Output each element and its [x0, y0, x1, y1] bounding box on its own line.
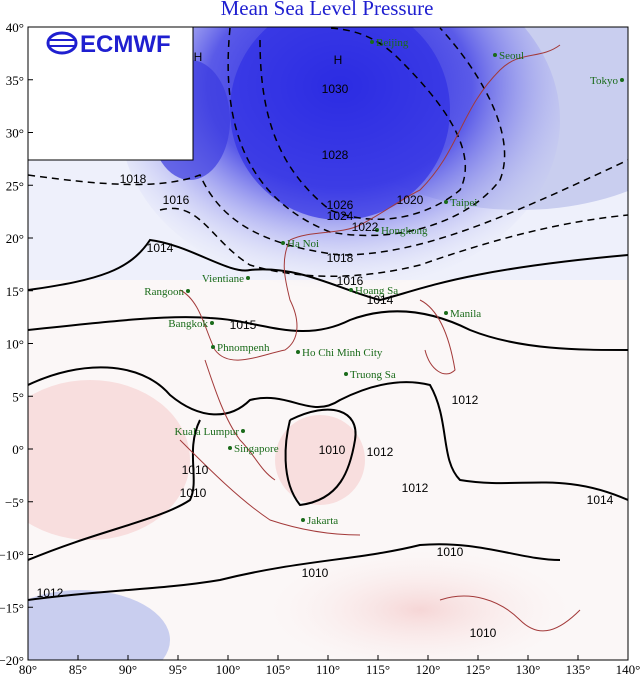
- city-dot: [444, 311, 448, 315]
- x-tick-label: 130°: [516, 662, 541, 677]
- y-tick-label: 40°: [6, 20, 24, 35]
- contour-label: 1018: [120, 172, 147, 186]
- city-dot: [444, 200, 448, 204]
- city-label: Hongkong: [381, 225, 428, 237]
- city-label: Truong Sa: [350, 369, 396, 381]
- contour-label: H: [334, 53, 343, 67]
- y-tick-label: 0°: [12, 442, 24, 457]
- city-label: Hoang Sa: [355, 285, 398, 297]
- contour-label: 1012: [452, 393, 479, 407]
- y-tick-label: −5°: [5, 495, 24, 510]
- x-tick-label: 95°: [169, 662, 187, 677]
- contour-label: 1010: [437, 545, 464, 559]
- contour-label: 1010: [180, 486, 207, 500]
- x-tick-label: 140°: [616, 662, 640, 677]
- y-tick-label: 5°: [12, 389, 24, 404]
- logo-text: ECMWF: [80, 31, 171, 58]
- city-dot: [246, 276, 250, 280]
- city-label: Kuala Lumpur: [175, 426, 240, 438]
- y-tick-label: 25°: [6, 178, 24, 193]
- city-dot: [296, 350, 300, 354]
- city-dot: [211, 345, 215, 349]
- x-tick-label: 100°: [216, 662, 241, 677]
- contour-label: 1014: [587, 493, 614, 507]
- x-tick-label: 120°: [416, 662, 441, 677]
- contour-label: 1010: [470, 626, 497, 640]
- contour-label: 1024: [327, 209, 354, 223]
- city-label: Beijing: [376, 37, 409, 49]
- contour-label: 1030: [322, 82, 349, 96]
- x-tick-label: 80°: [19, 662, 37, 677]
- contour-label: 1012: [37, 586, 64, 600]
- logo-box: [27, 26, 194, 161]
- y-tick-label: 20°: [6, 231, 24, 246]
- contour-label: 1012: [367, 445, 394, 459]
- contour-label: 1020: [397, 193, 424, 207]
- logo: ECMWF: [46, 31, 171, 58]
- city-label: Ho Chi Minh City: [302, 347, 383, 359]
- contour-label: 1018: [327, 251, 354, 265]
- x-tick-label: 115°: [366, 662, 390, 677]
- y-tick-label: 10°: [6, 337, 24, 352]
- x-tick-label: 125°: [466, 662, 491, 677]
- city-dot: [210, 321, 214, 325]
- city-dot: [241, 429, 245, 433]
- contour-label: 1016: [337, 274, 364, 288]
- city-label: Ha Noi: [287, 238, 319, 250]
- city-dot: [493, 53, 497, 57]
- city-label: Bangkok: [168, 318, 208, 330]
- city-label: Seoul: [499, 50, 524, 62]
- y-tick-label: 15°: [6, 284, 24, 299]
- x-tick-label: 105°: [266, 662, 291, 677]
- contour-label: H: [194, 50, 203, 64]
- contour-label: 1010: [182, 463, 209, 477]
- y-tick-label: −20°: [0, 653, 24, 668]
- y-tick-label: 35°: [6, 73, 24, 88]
- city-dot: [186, 289, 190, 293]
- city-dot: [375, 228, 379, 232]
- contour-label: 1014: [147, 241, 174, 255]
- city-label: Vientiane: [202, 273, 244, 285]
- coastline: [179, 44, 581, 632]
- contour-label: 1010: [302, 566, 329, 580]
- cities: Beijing Seoul Tokyo Taipei Hongkong Ha Noi Vie…: [144, 37, 624, 527]
- contour-labels: HH10301028102610241022102010181016101410…: [37, 50, 614, 640]
- x-tick-label: 90°: [119, 662, 137, 677]
- city-label: Taipei: [450, 197, 477, 209]
- city-dot: [301, 518, 305, 522]
- contour-label: 1022: [352, 220, 379, 234]
- axis-ticks: 80° 85° 90° 95° 100° 105° 110° 115° 120° 125° 130°…: [0, 20, 640, 677]
- y-tick-label: −10°: [0, 548, 24, 563]
- x-tick-label: 110°: [316, 662, 340, 677]
- contour-label: 1015: [230, 318, 257, 332]
- city-dot: [370, 40, 374, 44]
- y-tick-label: 30°: [6, 126, 24, 141]
- contour-label: 1016: [163, 193, 190, 207]
- contour-label: 1014: [367, 293, 394, 307]
- isobars-dashed: [28, 27, 628, 277]
- x-tick-label: 85°: [69, 662, 87, 677]
- city-label: Singapore: [234, 443, 279, 455]
- city-dot: [349, 288, 353, 292]
- city-dot: [281, 241, 285, 245]
- contour-label: 1010: [319, 443, 346, 457]
- city-label: Jakarta: [307, 515, 338, 527]
- city-label: Rangoon: [144, 286, 184, 298]
- city-label: Phnompenh: [217, 342, 270, 354]
- x-tick-label: 135°: [566, 662, 591, 677]
- y-tick-label: −15°: [0, 600, 24, 615]
- city-dot: [228, 446, 232, 450]
- city-label: Manila: [450, 308, 481, 320]
- city-dot: [620, 78, 624, 82]
- city-dot: [344, 372, 348, 376]
- city-label: Tokyo: [590, 75, 618, 87]
- contour-label: 1026: [327, 198, 354, 212]
- contour-label: 1028: [322, 148, 349, 162]
- title: Mean Sea Level Pressure: [221, 0, 434, 20]
- contour-label: 1012: [402, 481, 429, 495]
